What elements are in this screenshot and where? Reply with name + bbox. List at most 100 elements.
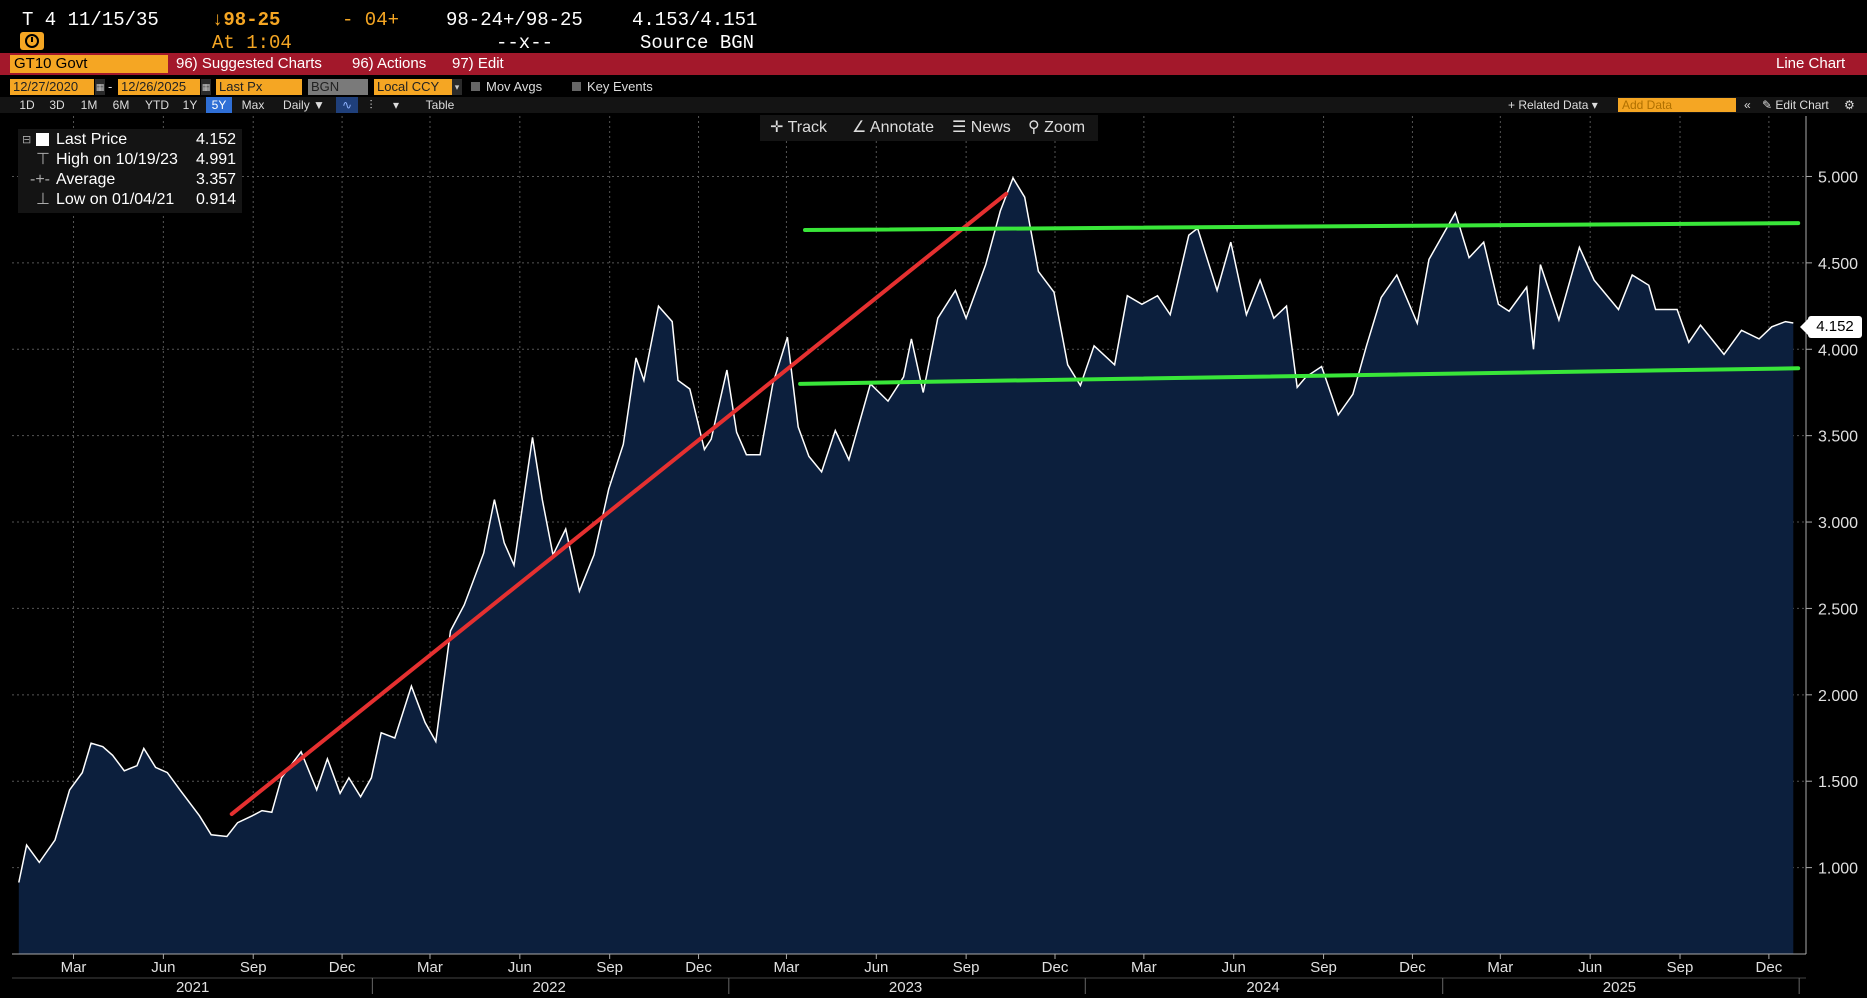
field-select[interactable]: Last Px: [216, 79, 302, 95]
edit-menu[interactable]: 97) Edit: [452, 55, 504, 72]
x-tick-label: Sep: [1667, 959, 1694, 976]
collapse-icon[interactable]: ⊟: [22, 134, 32, 146]
x-tick-label: Jun: [508, 959, 532, 976]
trade-size: --x--: [496, 32, 554, 54]
zoom-button[interactable]: ⚲ Zoom: [1028, 115, 1085, 141]
low-marker-icon: ⊥: [36, 191, 50, 208]
average-value: 3.357: [196, 171, 237, 188]
low-label: Low on 01/04/21: [56, 191, 175, 208]
line-chart-icon[interactable]: ∿: [336, 97, 358, 113]
x-tick-label: Sep: [953, 959, 980, 976]
average-label: Average: [56, 171, 116, 188]
track-button[interactable]: ✛ Track: [770, 115, 827, 141]
suggested-charts-menu[interactable]: 96) Suggested Charts: [176, 55, 322, 72]
news-label: News: [970, 119, 1011, 136]
security-field[interactable]: GT10 Govt: [10, 55, 168, 73]
annotate-label: Annotate: [869, 119, 934, 136]
track-label: Track: [787, 119, 827, 136]
y-tick-label: 4.000: [1818, 342, 1858, 359]
low-value: 0.914: [196, 191, 237, 208]
chevron-down-icon[interactable]: ▾: [392, 98, 400, 112]
crosshair-icon: ✛: [770, 119, 784, 136]
alert-icon[interactable]: [20, 32, 44, 50]
actions-menu[interactable]: 96) Actions: [352, 55, 427, 72]
calendar-icon[interactable]: ▦: [95, 79, 105, 95]
annotate-button[interactable]: ∠ Annotate: [852, 115, 934, 141]
current-price-tag: 4.152: [1800, 316, 1862, 338]
year-label: 2021: [176, 979, 209, 996]
x-tick-label: Dec: [685, 959, 712, 976]
key-events-label: Key Events: [587, 79, 653, 94]
last-price-label: Last Price: [56, 131, 128, 148]
high-label: High on 10/19/23: [56, 151, 178, 168]
period-ytd[interactable]: YTD: [145, 98, 169, 112]
end-date-field[interactable]: 12/26/2025: [118, 79, 200, 95]
chart-toolbar: ✛ Track ∠ Annotate ☰ News ⚲ Zoom: [760, 115, 1098, 141]
year-label: 2022: [532, 979, 565, 996]
x-tick-label: Jun: [1222, 959, 1246, 976]
period-5y[interactable]: 5Y: [206, 97, 232, 113]
start-date-field[interactable]: 12/27/2020: [10, 79, 94, 95]
y-tick-label: 2.000: [1818, 688, 1858, 705]
key-events-checkbox[interactable]: [572, 82, 581, 91]
edit-chart-button[interactable]: ✎ Edit Chart: [1762, 98, 1829, 112]
y-tick-label: 3.500: [1818, 429, 1858, 446]
series-swatch: [36, 133, 49, 146]
period-3d[interactable]: 3D: [49, 98, 65, 112]
news-button[interactable]: ☰ News: [952, 115, 1011, 141]
price-source: Source BGN: [640, 32, 755, 54]
period-1d[interactable]: 1D: [19, 98, 35, 112]
x-axis: Mar Jun Sep Dec Mar Jun Sep Dec Mar Jun Sep Dec Mar J…: [12, 953, 1806, 996]
zoom-label: Zoom: [1044, 119, 1086, 136]
y-tick-label: 1.500: [1818, 774, 1858, 791]
chevron-down-icon[interactable]: ▾: [452, 79, 462, 95]
y-tick-label: 2.500: [1818, 601, 1858, 618]
bid-ask-yield: 4.153/4.151: [632, 9, 758, 31]
trendlines: [229, 191, 1801, 817]
year-label: 2023: [889, 979, 922, 996]
period-max[interactable]: Max: [241, 98, 265, 112]
period-1y[interactable]: 1Y: [182, 98, 198, 112]
collapse-icon[interactable]: «: [1744, 98, 1751, 112]
source-select[interactable]: BGN: [308, 79, 368, 95]
last-price-change: ↓98-25: [212, 9, 281, 31]
price-area: [18, 178, 1794, 954]
y-tick-label: 3.000: [1818, 515, 1858, 532]
add-data-input[interactable]: Add Data: [1618, 98, 1736, 112]
x-tick-label: Mar: [417, 959, 443, 976]
x-tick-label: Mar: [1131, 959, 1157, 976]
y-tick-label: 4.500: [1818, 256, 1858, 273]
currency-select[interactable]: Local CCY: [374, 79, 452, 95]
edit-chart-label: Edit Chart: [1775, 98, 1829, 112]
frequency-select[interactable]: Daily ▼: [283, 98, 325, 112]
x-tick-label: Sep: [596, 959, 623, 976]
x-tick-label: Jun: [864, 959, 888, 976]
x-tick-label: Sep: [240, 959, 267, 976]
period-1m[interactable]: 1M: [80, 98, 98, 112]
average-marker-icon: -+-: [30, 171, 50, 188]
related-data-menu[interactable]: + Related Data ▾: [1508, 98, 1598, 112]
year-label: 2025: [1603, 979, 1636, 996]
bar-chart-icon[interactable]: ⫶: [369, 98, 373, 112]
gear-icon[interactable]: ⚙: [1844, 98, 1855, 112]
trendline-support: [798, 366, 1801, 386]
mov-avgs-checkbox[interactable]: [471, 82, 480, 91]
x-tick-label: Dec: [329, 959, 356, 976]
calendar-icon[interactable]: ▦: [201, 79, 211, 95]
table-button[interactable]: Table: [425, 98, 455, 112]
trendline-resistance: [802, 221, 1801, 233]
x-tick-label: Jun: [151, 959, 175, 976]
chart-settings-row: 12/27/2020 ▦ - 12/26/2025 ▦ Last Px BGN …: [0, 79, 1867, 97]
ticker-label[interactable]: T 4 11/15/35: [22, 9, 159, 31]
net-change: - 04+: [342, 9, 400, 31]
x-tick-label: Mar: [61, 959, 87, 976]
x-tick-label: Jun: [1578, 959, 1602, 976]
y-tick-label: 5.000: [1818, 169, 1858, 186]
trendline-uptrend: [229, 191, 1009, 817]
period-6m[interactable]: 6M: [112, 98, 130, 112]
date-separator: -: [108, 79, 113, 94]
function-bar: 96) Suggested Charts 96) Actions 97) Edi…: [0, 53, 1867, 75]
y-tick-label: 1.000: [1818, 861, 1858, 878]
quote-header: T 4 11/15/35 ↓98-25 - 04+ 98-24+/98-25 4…: [0, 0, 1867, 54]
